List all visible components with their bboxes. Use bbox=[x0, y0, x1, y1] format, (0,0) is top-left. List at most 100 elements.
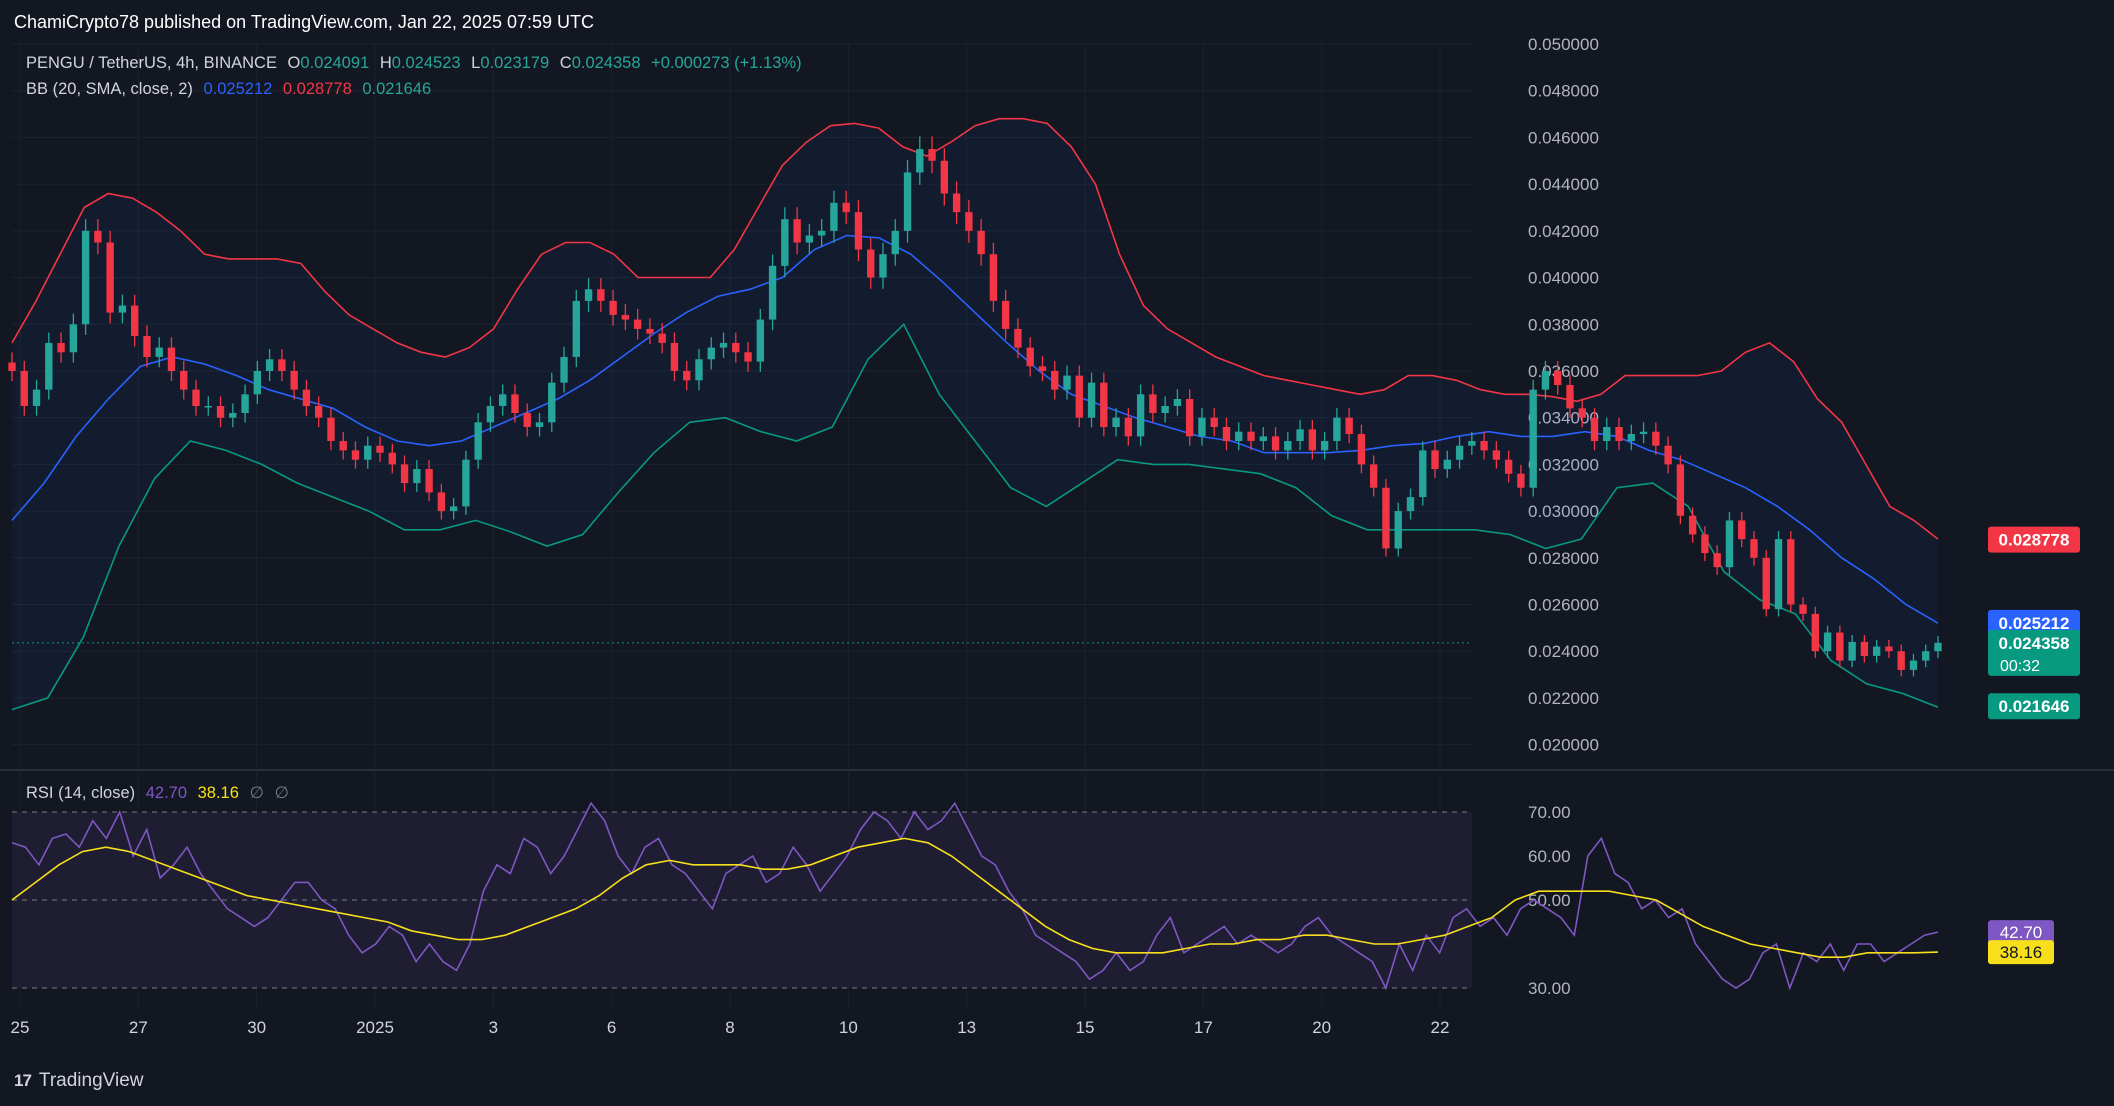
candle-body bbox=[1382, 487, 1390, 549]
candle-body bbox=[1823, 632, 1832, 652]
candle-body bbox=[1431, 450, 1439, 470]
candle-body bbox=[867, 249, 875, 278]
candle-body bbox=[437, 492, 446, 512]
candle-body bbox=[621, 314, 630, 320]
rsi-axis-tick: 50.00 bbox=[1528, 891, 1571, 910]
candle-body bbox=[658, 333, 666, 343]
candle-body bbox=[793, 219, 801, 243]
candle-body bbox=[290, 370, 298, 390]
candle-body bbox=[1504, 459, 1513, 474]
candle-body bbox=[180, 370, 188, 390]
candle-body bbox=[732, 342, 740, 353]
candle-body bbox=[1517, 473, 1525, 488]
candle-body bbox=[1529, 389, 1537, 488]
price-axis-tick: 0.050000 bbox=[1528, 38, 1599, 54]
candle-body bbox=[1934, 642, 1942, 652]
price-tag-countdown: 00:32 bbox=[2000, 658, 2040, 675]
rsi-axis-tick: 70.00 bbox=[1528, 803, 1571, 822]
candle-body bbox=[1750, 539, 1758, 558]
legend-change: +0.000273 (+1.13%) bbox=[651, 54, 802, 72]
candle-body bbox=[523, 413, 531, 428]
candle-body bbox=[413, 469, 421, 484]
candle-body bbox=[805, 235, 814, 243]
candle-body bbox=[719, 342, 728, 348]
candle-body bbox=[1762, 557, 1770, 610]
candle-body bbox=[830, 202, 838, 231]
candle-body bbox=[842, 202, 850, 213]
rsi-ma-line bbox=[11, 837, 1939, 958]
candle-body bbox=[376, 445, 384, 453]
rsi-axis-tick: 60.00 bbox=[1528, 847, 1571, 866]
candle-body bbox=[1627, 434, 1635, 442]
candle-body bbox=[155, 347, 163, 357]
candle-body bbox=[1296, 429, 1304, 442]
candle-body bbox=[130, 305, 139, 336]
legend-c-label: C bbox=[559, 54, 572, 72]
candle-body bbox=[1811, 613, 1820, 652]
rsi-tag bbox=[1988, 940, 2054, 965]
price-tag bbox=[1988, 609, 2080, 636]
time-axis-tick: 27 bbox=[129, 1018, 148, 1037]
bb-lower-line bbox=[11, 322, 1939, 711]
legend-open: 0.024091 bbox=[300, 54, 370, 72]
price-tag-label: 0.021646 bbox=[1999, 697, 2070, 716]
candle-body bbox=[1370, 464, 1378, 488]
price-axis-tick: 0.042000 bbox=[1528, 222, 1599, 241]
candle-body bbox=[1774, 539, 1783, 610]
price-tag bbox=[1988, 693, 2080, 720]
price-legend: PENGU / TetherUS, 4h, BINANCE O0.024091 … bbox=[26, 54, 808, 73]
rsi-value: 42.70 bbox=[145, 784, 188, 802]
candle-body bbox=[1554, 370, 1562, 385]
rsi-legend: RSI (14, close) 42.70 38.16 ∅ ∅ bbox=[26, 783, 295, 803]
candle-body bbox=[425, 469, 433, 493]
candle-body bbox=[817, 230, 826, 236]
price-axis-tick: 0.036000 bbox=[1528, 362, 1599, 381]
candle-body bbox=[1713, 553, 1721, 568]
footer-brand[interactable]: 17 TradingView bbox=[14, 1070, 143, 1092]
candle-body bbox=[1173, 398, 1182, 406]
price-tag bbox=[1988, 629, 2080, 676]
candle-body bbox=[1615, 427, 1623, 442]
candle-body bbox=[1357, 434, 1366, 465]
bb-label[interactable]: BB (20, SMA, close, 2) bbox=[26, 80, 193, 98]
candle-body bbox=[1480, 441, 1488, 451]
bb-lower-value: 0.021646 bbox=[362, 80, 432, 98]
candle-body bbox=[535, 422, 544, 428]
candle-body bbox=[1701, 534, 1709, 554]
legend-symbol[interactable]: PENGU / TetherUS, 4h, BINANCE bbox=[26, 54, 277, 72]
candle-body bbox=[1652, 431, 1660, 446]
candle-body bbox=[916, 149, 924, 173]
bb-mid-value: 0.025212 bbox=[203, 80, 273, 98]
candle-body bbox=[339, 441, 347, 451]
candle-body bbox=[81, 230, 90, 325]
candle-body bbox=[94, 230, 102, 243]
candle-body bbox=[1492, 450, 1501, 460]
candle-body bbox=[744, 352, 752, 362]
candle-body bbox=[474, 422, 482, 460]
legend-low: 0.023179 bbox=[480, 54, 550, 72]
candle-body bbox=[572, 300, 580, 357]
price-chart[interactable]: 0.050000 0.048000 0.046000 0.044000 0.042000… bbox=[0, 38, 2114, 1058]
rsi-ma-value: 38.16 bbox=[197, 784, 239, 802]
candle-body bbox=[1860, 641, 1869, 656]
candle-body bbox=[965, 212, 973, 231]
candle-body bbox=[891, 230, 899, 255]
candle-body bbox=[1333, 417, 1341, 442]
bb-upper-line bbox=[11, 117, 1939, 540]
candle-body bbox=[229, 413, 237, 418]
price-axis-tick: 0.048000 bbox=[1528, 82, 1599, 101]
rsi-empty-2: ∅ bbox=[274, 784, 289, 802]
candle-body bbox=[327, 417, 335, 442]
candle-body bbox=[1075, 375, 1083, 418]
price-tag bbox=[1988, 526, 2080, 553]
candle-body bbox=[1848, 641, 1856, 661]
rsi-label[interactable]: RSI (14, close) bbox=[26, 784, 136, 802]
bb-upper-value: 0.028778 bbox=[282, 80, 352, 98]
rsi-tag-label: 42.70 bbox=[2000, 923, 2043, 942]
candle-body bbox=[1836, 632, 1844, 661]
legend-high: 0.024523 bbox=[391, 54, 461, 72]
candle-body bbox=[106, 242, 114, 313]
candle-body bbox=[1799, 604, 1807, 614]
candle-body bbox=[1455, 445, 1464, 460]
candle-body bbox=[1566, 384, 1574, 409]
